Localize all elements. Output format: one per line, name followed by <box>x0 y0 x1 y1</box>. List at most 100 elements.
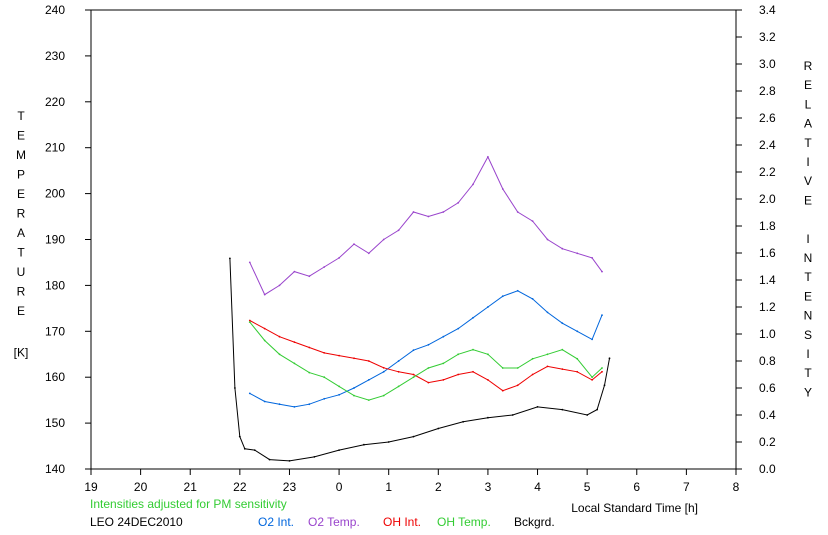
data-point <box>516 211 519 213</box>
y-left-label-letter: T <box>17 246 25 260</box>
y-left-tick-label: 190 <box>45 233 65 247</box>
data-point <box>338 393 340 396</box>
data-point <box>293 341 296 343</box>
data-point <box>561 322 564 325</box>
y-left-axis-ticks: 140 150 160 170 180 190 200 210 220 230 240 <box>45 3 91 476</box>
data-point <box>487 379 489 381</box>
data-point <box>427 367 430 369</box>
data-point <box>412 376 415 379</box>
y-right-label-letter: E <box>804 78 812 92</box>
data-point <box>531 357 534 360</box>
data-point <box>363 443 365 446</box>
data-point <box>472 316 474 319</box>
y-right-label-letter: T <box>804 366 812 380</box>
data-point <box>367 379 370 381</box>
data-point <box>472 370 474 373</box>
data-point <box>397 229 400 232</box>
series-line-oh-int <box>249 320 603 392</box>
data-point <box>323 376 326 379</box>
y-right-label-letter: I <box>806 155 809 169</box>
data-point <box>338 385 340 388</box>
y-right-tick-label: 1.0 <box>759 327 776 341</box>
x-axis-ticks: 19 20 21 22 23 0 1 2 3 4 5 6 7 8 <box>84 469 740 494</box>
data-point <box>278 335 281 338</box>
y-right-tick-label: 2.6 <box>759 111 776 125</box>
data-point <box>382 238 385 241</box>
data-point <box>313 456 316 458</box>
data-point <box>387 441 390 443</box>
y-right-tick-label: 1.6 <box>759 246 776 260</box>
data-point <box>516 384 519 387</box>
data-point <box>457 353 460 356</box>
y-right-tick-label: 2.2 <box>759 165 776 179</box>
data-point <box>288 460 291 462</box>
data-point <box>278 403 281 406</box>
y-right-label-letter: V <box>804 174 812 188</box>
data-point <box>501 295 504 298</box>
data-point <box>561 408 564 411</box>
plot-frame <box>90 9 737 470</box>
y-right-axis-ticks: 0.0 0.2 0.4 0.6 0.8 1.0 1.2 1.4 1.6 1.8 2.0 2.2 2.4 2… <box>736 3 776 476</box>
data-point <box>511 414 514 416</box>
data-point <box>278 353 281 356</box>
data-point <box>338 354 340 357</box>
data-point <box>248 319 251 322</box>
data-point <box>501 188 504 190</box>
data-point <box>591 257 593 259</box>
data-point <box>576 330 579 333</box>
data-point <box>293 362 296 365</box>
data-point <box>248 261 251 264</box>
data-point <box>546 353 549 356</box>
y-left-tick-label: 150 <box>45 416 65 430</box>
data-point <box>561 247 564 250</box>
data-point <box>353 394 355 397</box>
data-point <box>323 266 326 268</box>
y-right-label-letter: N <box>804 251 813 265</box>
data-point <box>253 449 256 451</box>
x-tick-label: 5 <box>584 480 591 494</box>
y-left-label-letter: E <box>17 304 25 318</box>
x-tick-label: 3 <box>485 480 492 494</box>
data-point <box>601 314 603 316</box>
y-left-label-letter: E <box>17 187 25 201</box>
data-point <box>234 387 236 389</box>
y-right-tick-label: 2.8 <box>759 84 776 98</box>
data-point <box>397 370 400 373</box>
y-left-tick-label: 180 <box>45 278 65 292</box>
data-point <box>397 360 400 362</box>
data-point <box>487 353 489 356</box>
data-point <box>263 400 266 403</box>
data-point <box>591 376 593 379</box>
data-point <box>367 360 370 362</box>
y-right-tick-label: 1.2 <box>759 300 776 314</box>
y-right-tick-label: 1.4 <box>759 273 776 287</box>
y-right-label-letter: A <box>804 117 812 131</box>
y-left-label-letter: U <box>17 265 26 279</box>
data-point <box>462 420 464 423</box>
data-point <box>531 298 534 300</box>
data-point <box>516 289 519 292</box>
data-point <box>338 449 340 451</box>
x-tick-label: 2 <box>435 480 442 494</box>
y-left-tick-label: 220 <box>45 95 65 109</box>
data-point <box>248 392 251 395</box>
series-line-o2-temp <box>249 155 603 296</box>
y-right-tick-label: 1.8 <box>759 219 776 233</box>
data-point <box>531 220 534 223</box>
site-date: LEO 24DEC2010 <box>90 515 183 529</box>
y-left-tick-label: 240 <box>45 3 65 17</box>
data-point <box>501 389 504 392</box>
data-point <box>442 379 445 381</box>
y-left-label-letter: E <box>17 129 25 143</box>
data-point <box>382 366 385 369</box>
x-tick-label: 7 <box>683 480 690 494</box>
data-point <box>536 406 539 408</box>
y-right-label-letter: E <box>804 193 812 207</box>
data-point <box>442 362 445 365</box>
data-point <box>442 335 445 338</box>
y-right-label-letter: T <box>804 270 812 284</box>
legend: O2 Int. O2 Temp. OH Int. OH Temp. Bckgrd. <box>258 515 555 529</box>
y-left-label-letter: R <box>17 207 26 221</box>
data-point <box>472 183 474 186</box>
data-point <box>561 368 564 370</box>
